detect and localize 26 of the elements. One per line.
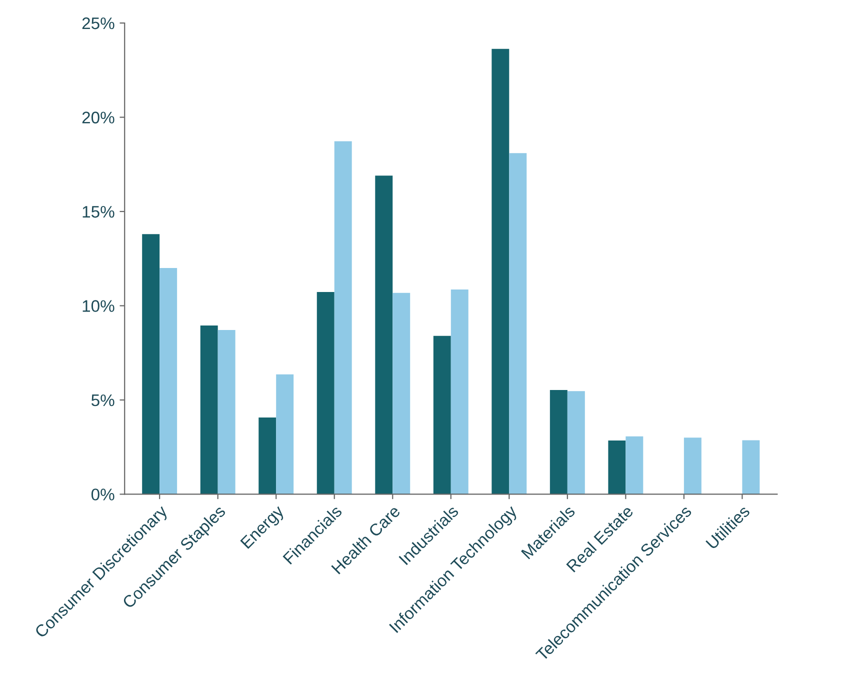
- bar: [334, 141, 352, 494]
- bar: [492, 48, 510, 494]
- bar: [550, 390, 568, 494]
- y-tick-label: 10%: [82, 300, 114, 312]
- bar: [200, 326, 218, 494]
- bar: [567, 391, 585, 494]
- bar: [392, 292, 410, 494]
- bar: [142, 234, 160, 494]
- y-tick-label: 15%: [82, 206, 114, 218]
- bar: [626, 436, 644, 494]
- y-tick-label: 5%: [91, 394, 114, 406]
- bar: [218, 330, 236, 494]
- y-tick-label: 25%: [82, 17, 114, 30]
- bar: [276, 374, 294, 494]
- bar: [375, 176, 393, 494]
- bar: [160, 268, 178, 494]
- bar: [433, 336, 451, 494]
- bar: [608, 440, 626, 494]
- bar: [684, 438, 702, 494]
- y-tick-label: 0%: [91, 488, 114, 500]
- bar: [450, 290, 468, 494]
- bar: [316, 292, 334, 494]
- bar: [509, 153, 527, 494]
- bar: [258, 418, 276, 494]
- bar: [742, 440, 760, 494]
- y-tick-label: 20%: [82, 112, 114, 124]
